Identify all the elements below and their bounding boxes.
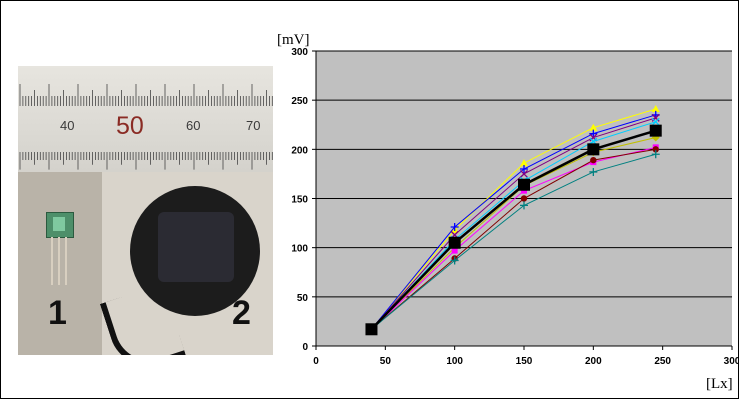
- x-tick-label: 250: [654, 356, 671, 367]
- data-point: [587, 143, 600, 156]
- y-tick-label: 200: [291, 145, 308, 156]
- data-point: [520, 201, 528, 210]
- series-group: [365, 105, 662, 336]
- sensor-1-chip: [46, 212, 74, 238]
- x-axis-unit: [Lx]: [706, 376, 733, 392]
- x-tick-label: 100: [446, 356, 463, 367]
- x-tick-label: 50: [380, 356, 392, 367]
- data-point: [448, 236, 461, 249]
- data-point: [589, 129, 598, 138]
- x-tick-label: 0: [313, 356, 319, 367]
- data-point: [651, 150, 660, 159]
- data-point: [589, 123, 598, 131]
- axes: 0 50 100 150 200 250 300 0 50 100 150 200 250 300: [291, 47, 739, 367]
- data-point: [518, 178, 530, 191]
- data-point: [520, 169, 528, 178]
- x-tick-label: 300: [724, 356, 739, 367]
- x-tick-label: 200: [585, 356, 602, 367]
- ruler-number-40: 40: [60, 118, 75, 133]
- x-tick-label: 150: [516, 356, 533, 367]
- y-axis-unit: [mV]: [277, 32, 310, 48]
- data-point: [589, 167, 598, 176]
- y-tick-label: 300: [291, 47, 308, 58]
- y-tick-label: 150: [291, 195, 308, 206]
- data-point: [652, 146, 659, 153]
- series-9: [365, 124, 662, 336]
- y-tick-label: 250: [291, 96, 308, 107]
- ruler-number-60: 60: [186, 118, 201, 133]
- ruler-ticks-top: [19, 84, 273, 106]
- ruler-number-50: 50: [116, 112, 144, 140]
- data-point: [651, 105, 660, 113]
- data-point: [520, 159, 528, 167]
- sensors-area: 1 2: [18, 172, 273, 355]
- data-point: [520, 195, 528, 202]
- data-point: [451, 247, 458, 254]
- sensor-2-cell: [158, 212, 234, 282]
- sensor-1-lead: [65, 237, 67, 285]
- sensor-label-2: 2: [232, 294, 251, 332]
- data-point: [450, 256, 459, 265]
- y-tick-label: 100: [291, 244, 308, 255]
- ruler-ticks-bottom: [19, 152, 273, 170]
- data-point: [520, 165, 528, 173]
- sensor-photo: 40 50 60 70 1 2: [18, 66, 273, 355]
- data-point: [450, 223, 459, 232]
- data-point: [649, 124, 662, 137]
- ruler-number-70: 70: [246, 118, 261, 133]
- sensor-1-window: [53, 217, 65, 231]
- sensor-1-lead: [51, 237, 53, 285]
- ruler-image: 40 50 60 70: [18, 66, 273, 172]
- sensor-label-1: 1: [48, 294, 67, 332]
- y-tick-label: 0: [302, 342, 308, 353]
- data-point: [651, 117, 660, 126]
- data-point: [590, 156, 597, 164]
- data-point: [365, 323, 378, 336]
- sensor-1-lead: [58, 237, 60, 285]
- y-tick-label: 50: [297, 293, 309, 304]
